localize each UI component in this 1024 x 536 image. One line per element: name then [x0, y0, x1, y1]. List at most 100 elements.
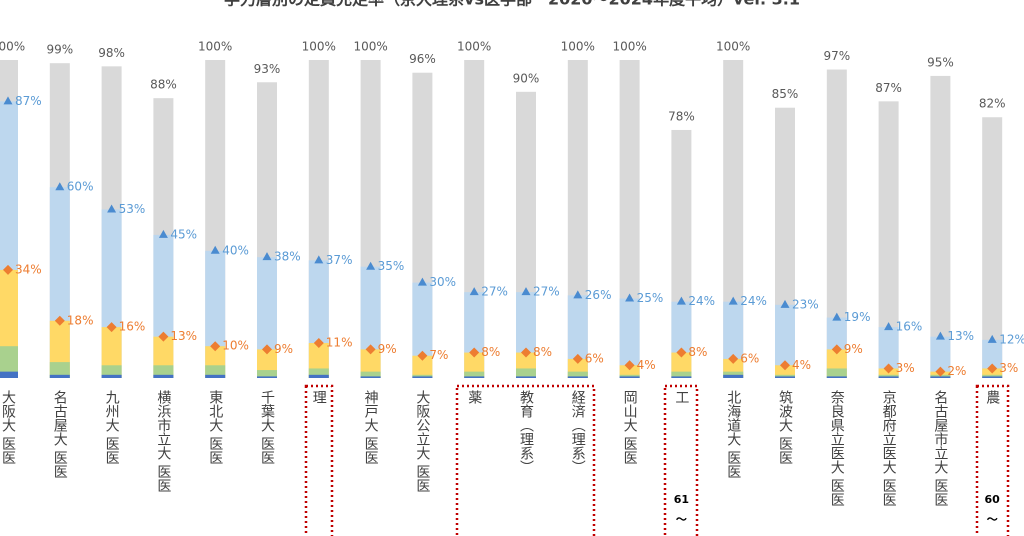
marker [314, 255, 324, 264]
value-label: 9% [844, 342, 863, 356]
bar [723, 60, 744, 378]
value-label: 19% [844, 310, 871, 324]
marker [262, 344, 272, 355]
marker [780, 299, 790, 308]
value-label: 60% [67, 180, 94, 194]
x-tick-label: 東北大 医医 [207, 390, 223, 464]
marker [158, 229, 168, 238]
marker [624, 360, 635, 371]
chart-title: 学力層別の定員充足率（京大理系vs医学部 2020〜2024年度平均）ver. … [224, 0, 800, 9]
value-label: 24% [740, 294, 767, 308]
bar [775, 376, 795, 378]
bar [982, 376, 1003, 378]
marker [832, 312, 842, 321]
marker [3, 96, 13, 105]
value-label: 18% [67, 313, 94, 327]
value-label: 96% [409, 52, 436, 66]
marker [625, 293, 635, 302]
marker [55, 182, 65, 191]
value-label: 100% [612, 40, 646, 54]
marker [106, 322, 117, 333]
value-label: 99% [46, 43, 73, 57]
value-label: 88% [150, 78, 177, 92]
bar [826, 69, 847, 378]
value-label: 24% [688, 294, 715, 308]
bar [619, 298, 640, 378]
bar [723, 301, 744, 378]
value-label: 100% [457, 40, 491, 54]
value-label: 35% [378, 259, 405, 273]
marker [210, 341, 221, 352]
value-label: 8% [533, 345, 552, 359]
value-label: 95% [927, 55, 954, 69]
bar [671, 371, 692, 378]
bar [412, 376, 433, 378]
value-label: 27% [481, 285, 508, 299]
value-label: 100% [716, 40, 750, 54]
value-label: 82% [979, 97, 1006, 111]
marker [884, 322, 894, 331]
highlight-box [663, 384, 699, 536]
highlight-boxes [304, 384, 1010, 536]
bar [0, 371, 18, 378]
marker [521, 347, 531, 358]
value-label: 25% [637, 291, 664, 305]
bar [412, 355, 433, 378]
bar [930, 336, 951, 378]
annotation: 61 [674, 493, 689, 506]
value-label: 45% [170, 227, 197, 241]
bar [205, 374, 226, 378]
x-tick-label: 経済（理系） [570, 390, 586, 474]
x-tick-label: 理 [311, 390, 327, 404]
bar [360, 349, 381, 378]
x-tick-label: 薬 [466, 390, 482, 404]
marker [366, 261, 376, 270]
value-label: 8% [481, 345, 500, 359]
marker [780, 360, 790, 371]
annotation: 〜 [987, 513, 998, 526]
value-label: 16% [896, 320, 923, 334]
x-tick-label: 九州大 医医 [104, 390, 120, 464]
bar [878, 376, 899, 378]
x-tick-label: 名古屋大 医医 [52, 390, 68, 478]
value-label: 10% [222, 339, 249, 353]
value-label: 9% [274, 342, 293, 356]
bar [930, 376, 951, 378]
marker [417, 350, 428, 361]
marker [987, 334, 997, 343]
marker [987, 363, 998, 374]
marker [572, 353, 583, 364]
value-label: 97% [823, 49, 850, 63]
marker [107, 204, 117, 213]
x-tick-label: 北海道大 医医 [725, 390, 741, 478]
value-label: 100% [561, 40, 595, 54]
x-tick-label: 名古屋市立大 医医 [932, 390, 948, 506]
bar [619, 376, 640, 378]
x-tick-label: 農 [984, 390, 1000, 404]
bar [567, 371, 588, 378]
marker [417, 277, 427, 286]
value-label: 2% [947, 364, 966, 378]
bar [153, 374, 174, 378]
marker [728, 353, 739, 364]
value-label: 6% [585, 351, 604, 365]
marker [469, 347, 480, 358]
highlight-box [304, 384, 334, 536]
bar [257, 370, 277, 378]
x-tick-label: 千葉大 医医 [259, 390, 275, 464]
marker [573, 290, 583, 299]
bar [671, 376, 692, 378]
marker [365, 344, 376, 355]
marker [54, 315, 65, 326]
bar [101, 374, 122, 378]
marker [313, 338, 324, 349]
marker [676, 296, 686, 305]
x-tick-label: 岡山大 医医 [622, 390, 638, 464]
value-label: 30% [429, 275, 456, 289]
value-label: 90% [513, 71, 540, 85]
value-label: 12% [999, 332, 1024, 346]
value-label: 85% [772, 87, 799, 101]
bar [516, 368, 536, 378]
value-label: 34% [15, 262, 42, 276]
value-label: 53% [119, 202, 146, 216]
